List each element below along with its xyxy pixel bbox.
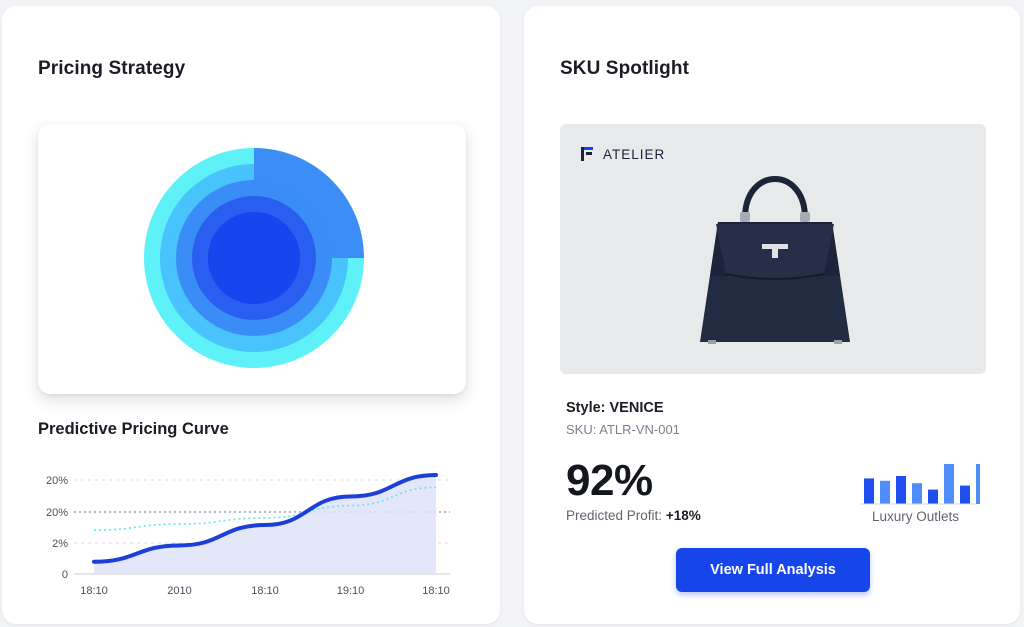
- x-tick-label: 2010: [167, 585, 191, 597]
- y-tick-label: 2%: [52, 538, 68, 550]
- predictive-pricing-line-chart: 20% 20% 2% 0 18:10 2010 18:10 19:10 18:10: [46, 473, 450, 597]
- mini-bar: [976, 464, 980, 504]
- x-tick-label: 18:10: [251, 585, 279, 597]
- pricing-strategy-title: Pricing Strategy: [38, 58, 186, 79]
- sku-code: SKU: ATLR-VN-001: [566, 422, 680, 437]
- area-fill: [94, 475, 436, 574]
- mini-bar: [880, 480, 890, 504]
- profit-metric: 92%: [566, 456, 653, 505]
- mini-bar: [896, 476, 906, 504]
- luxury-outlets-label: Luxury Outlets: [872, 509, 960, 524]
- mini-bar: [864, 478, 874, 504]
- product-image-panel: ATELIER: [560, 124, 986, 374]
- radial-bar-chart: [144, 148, 364, 368]
- predicted-profit-label: Predicted Profit:: [566, 508, 663, 523]
- sku-spotlight-card: SKU Spotlight ATELIER: [524, 6, 1020, 624]
- brand-mark-icon: [581, 147, 593, 161]
- predicted-profit: Predicted Profit: +18%: [566, 508, 701, 523]
- view-full-analysis-button[interactable]: View Full Analysis: [676, 548, 870, 592]
- series-line-secondary: [93, 486, 437, 531]
- brand-logo: ATELIER: [580, 146, 665, 162]
- sku-spotlight-title: SKU Spotlight: [560, 58, 690, 79]
- handbag-image: [700, 176, 850, 344]
- y-tick-label: 20%: [46, 507, 68, 519]
- mini-bar: [912, 483, 922, 504]
- pricing-strategy-card: Pricing Strategy Predictive Pricing Curv…: [2, 6, 500, 624]
- brand-name: ATELIER: [603, 146, 666, 162]
- mini-bar: [944, 464, 954, 504]
- radial-core: [208, 212, 300, 304]
- x-tick-label: 18:10: [80, 585, 108, 597]
- x-tick-label: 19:10: [337, 585, 365, 597]
- radial-chart-panel: [38, 124, 466, 394]
- mini-bar: [928, 489, 938, 504]
- x-tick-label: 18:10: [422, 585, 450, 597]
- pricing-curve-title: Predictive Pricing Curve: [38, 420, 229, 438]
- y-tick-label: 0: [62, 569, 68, 581]
- y-tick-label: 20%: [46, 475, 68, 487]
- mini-bar: [960, 485, 970, 504]
- style-name: Style: VENICE: [566, 400, 664, 416]
- luxury-outlets-bar-chart: [860, 464, 980, 505]
- predicted-profit-value: +18%: [665, 508, 701, 523]
